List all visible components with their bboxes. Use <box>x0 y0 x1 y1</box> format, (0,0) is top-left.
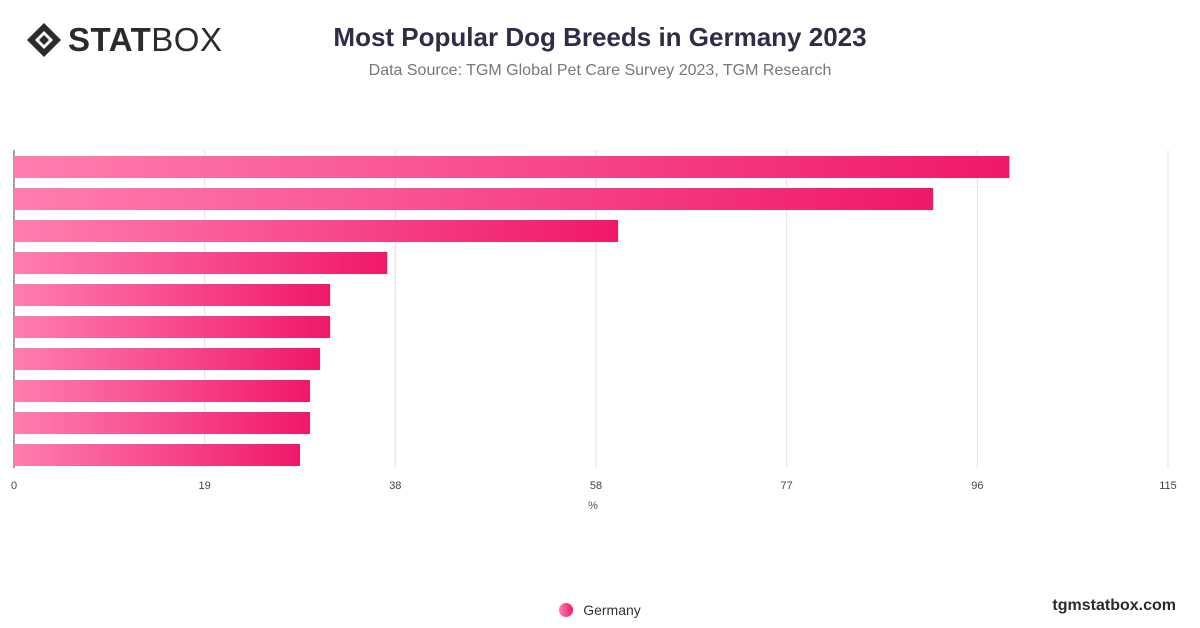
bar[interactable] <box>14 316 331 338</box>
logo-bold-text: STAT <box>68 21 152 58</box>
legend[interactable]: Germany <box>0 602 1200 618</box>
x-tick-label: 77 <box>781 480 793 492</box>
x-tick-label: 0 <box>11 480 17 492</box>
statbox-logo: STATBOX <box>26 22 222 58</box>
logo-text: STATBOX <box>68 22 222 58</box>
bar[interactable] <box>14 380 311 402</box>
legend-swatch-germany <box>559 603 574 617</box>
chart-subtitle: Data Source: TGM Global Pet Care Survey … <box>368 62 832 79</box>
site-url: tgmstatbox.com <box>1052 597 1176 614</box>
diamond-logo-icon <box>27 23 61 57</box>
logo-light-text: BOX <box>151 21 223 58</box>
x-tick-label: 38 <box>389 480 401 492</box>
bar[interactable] <box>14 252 388 274</box>
bar[interactable] <box>14 220 619 242</box>
bar[interactable] <box>14 348 321 370</box>
chart-title: Most Popular Dog Breeds in Germany 2023 <box>333 22 867 52</box>
x-axis-label: % <box>588 500 598 512</box>
x-tick-label: 19 <box>199 480 211 492</box>
x-tick-label: 96 <box>971 480 983 492</box>
bar[interactable] <box>14 412 311 434</box>
bar[interactable] <box>14 444 300 466</box>
legend-label-germany: Germany <box>583 602 641 618</box>
bar[interactable] <box>14 156 1010 178</box>
bar[interactable] <box>14 284 331 306</box>
x-tick-label: 115 <box>1159 480 1177 492</box>
bar[interactable] <box>14 188 934 210</box>
bar-chart: 0 19 38 58 77 96 115 % <box>11 150 1177 512</box>
x-tick-label: 58 <box>590 480 602 492</box>
